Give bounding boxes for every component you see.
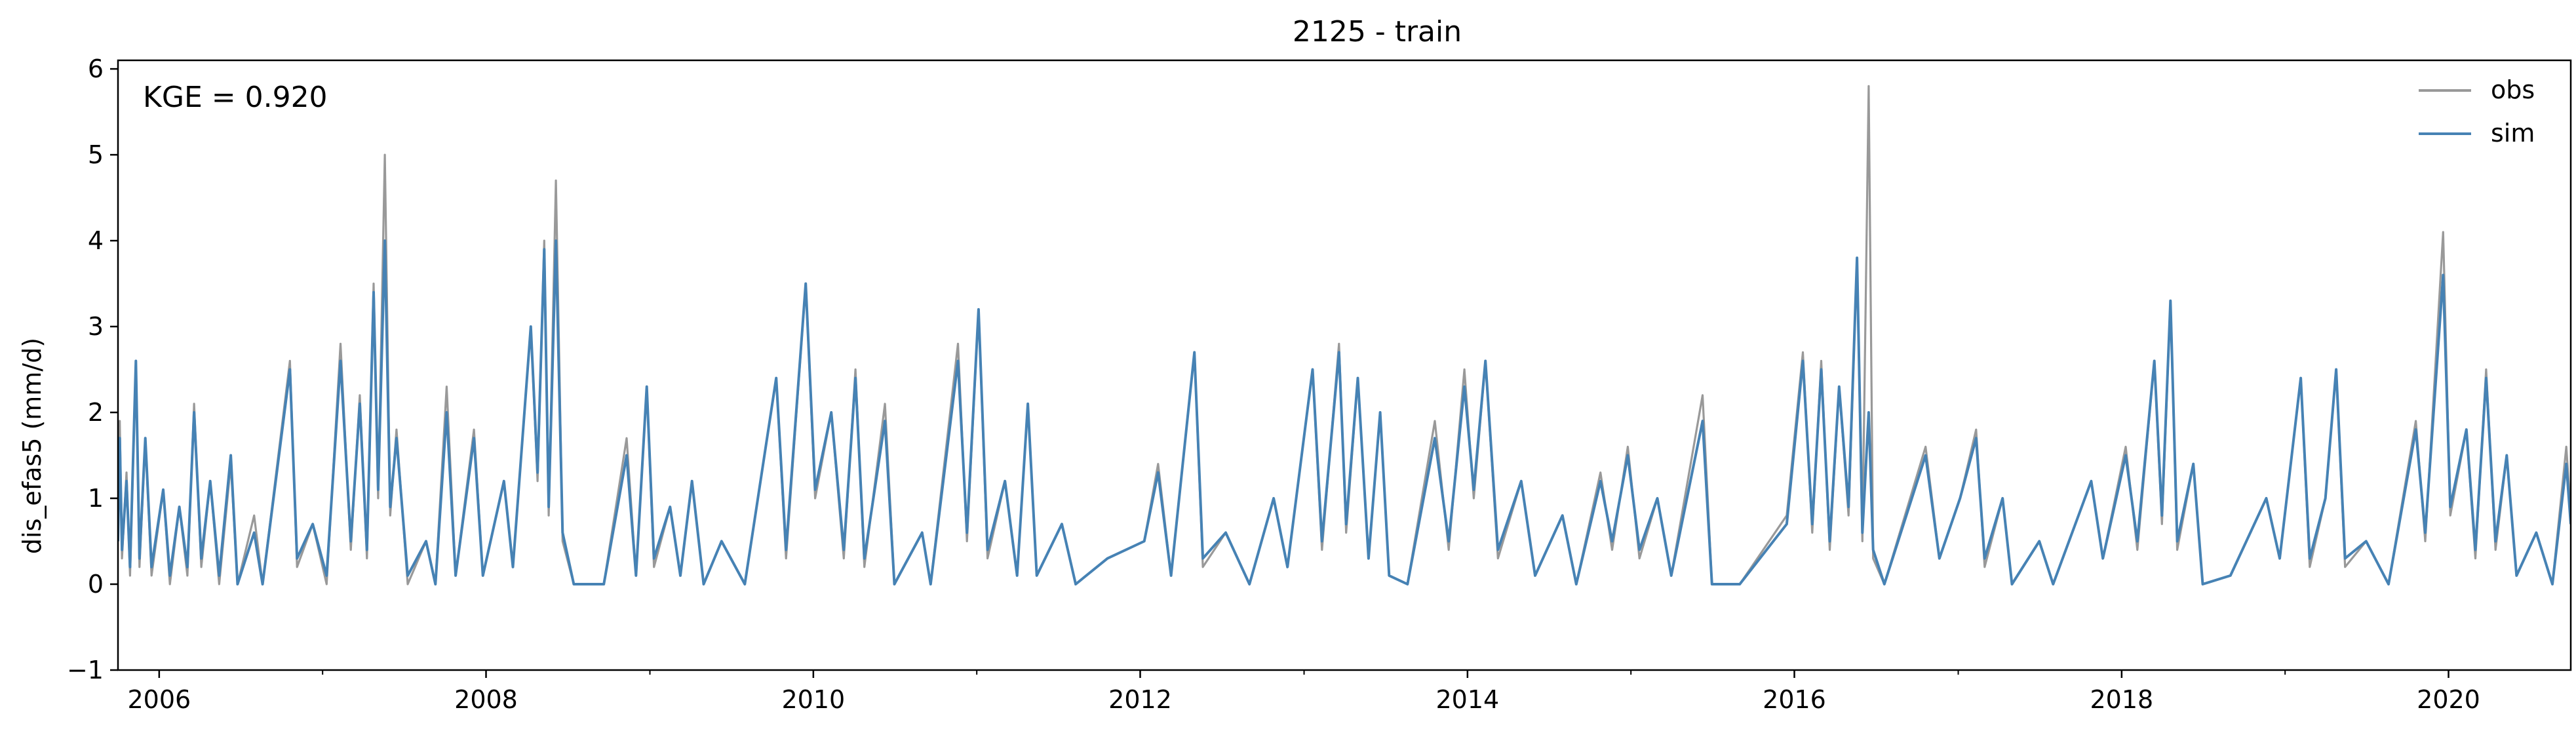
legend-label-obs: obs xyxy=(2491,75,2535,104)
plot-frame xyxy=(117,59,2572,671)
y-tick-label: 6 xyxy=(88,54,104,83)
x-axis-ticks: 2006 2008 2010 2012 2014 2016 2018 2020 xyxy=(127,670,2480,714)
y-tick-label: 3 xyxy=(88,312,104,341)
y-axis-label: dis_efas5 (mm/d) xyxy=(18,338,47,554)
x-tick-label: 2016 xyxy=(1763,685,1826,714)
x-tick-label: 2020 xyxy=(2417,685,2480,714)
y-tick-label: 5 xyxy=(88,140,104,169)
legend-label-sim: sim xyxy=(2491,119,2535,148)
series-line-sim xyxy=(118,239,2571,585)
x-tick-label: 2014 xyxy=(1435,685,1499,714)
y-tick-label: 0 xyxy=(88,570,104,599)
x-tick-label: 2010 xyxy=(781,685,845,714)
y-tick-label: 2 xyxy=(88,398,104,427)
x-tick-label: 2006 xyxy=(127,685,191,714)
kge-annotation: KGE = 0.920 xyxy=(143,81,328,114)
chart-title: 2125 - train xyxy=(1293,15,1462,49)
plot-area xyxy=(118,85,2571,585)
x-tick-label: 2018 xyxy=(2090,685,2153,714)
y-tick-label: 1 xyxy=(88,484,104,513)
y-axis-ticks: −1 0 1 2 3 4 5 6 xyxy=(67,54,118,684)
x-tick-label: 2012 xyxy=(1108,685,1172,714)
y-tick-label: 4 xyxy=(88,226,104,255)
legend: obs sim xyxy=(2419,75,2535,148)
x-tick-label: 2008 xyxy=(454,685,518,714)
y-tick-label: −1 xyxy=(67,656,104,684)
